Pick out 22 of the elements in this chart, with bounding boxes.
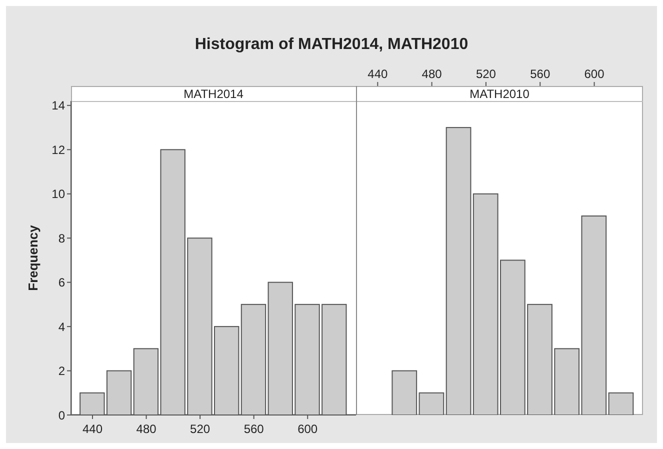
- y-tick-label: 12: [52, 142, 66, 157]
- x-tick-label: 480: [136, 422, 157, 436]
- y-tick-label: 10: [52, 187, 66, 202]
- y-tick-label: 2: [58, 364, 66, 378]
- y-tick-label: 8: [58, 231, 66, 246]
- x-tick-label: 600: [584, 67, 605, 81]
- x-tick-label: 560: [244, 422, 264, 436]
- x-tick-label: 520: [476, 67, 496, 81]
- x-tick-label: 440: [368, 67, 388, 81]
- x-tick-label: 520: [190, 422, 210, 436]
- y-tick-label: 14: [52, 98, 66, 113]
- chart-subtitle: MATH2010: [468, 87, 530, 101]
- x-tick-label: 440: [82, 422, 103, 436]
- y-tick-label: 4: [58, 320, 66, 334]
- y-tick-label: 0: [58, 408, 66, 422]
- y-tick-label: 6: [58, 276, 66, 290]
- x-tick-label: 600: [298, 422, 318, 436]
- x-tick-label: 480: [422, 67, 442, 81]
- x-tick-label: 560: [530, 67, 550, 81]
- chart-subtitle: MATH2014: [182, 87, 244, 101]
- chart-title: Histogram of MATH2014, MATH2010: [194, 36, 470, 54]
- y-axis-title: Frequency: [26, 225, 40, 291]
